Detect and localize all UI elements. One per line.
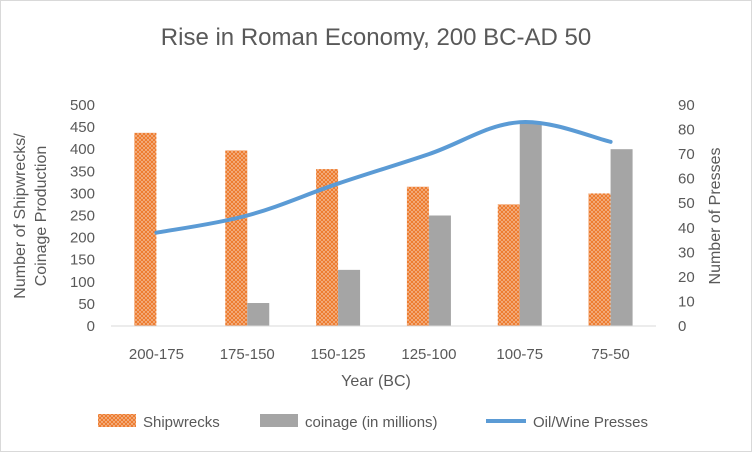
bar-series [134,122,633,327]
coinage-bar [610,149,633,326]
right-tick-label: 90 [678,97,695,114]
chart-title: Rise in Roman Economy, 200 BC-AD 50 [161,24,591,51]
y-axis-label-line-1: Number of Shipwrecks/ [12,133,29,299]
x-axis-ticks: 200-175 175-150 150-125 125-100 100-75 75-50 [129,346,630,363]
left-tick-label: 350 [70,163,95,180]
shipwrecks-bar [316,169,339,326]
legend-item-coinage: coinage (in millions) [260,414,438,431]
legend-label: Shipwrecks [143,414,220,431]
x-tick-label: 100-75 [496,346,543,363]
right-axis-ticks: 0 10 20 30 40 50 60 70 80 90 [678,97,695,335]
left-tick-label: 50 [78,296,95,313]
left-tick-label: 500 [70,97,95,114]
y2-axis-label: Number of Presses [707,148,724,285]
left-tick-label: 150 [70,252,95,269]
left-tick-label: 200 [70,230,95,247]
line-series [154,120,613,235]
legend-swatch [98,414,136,427]
x-tick-label: 150-125 [311,346,366,363]
left-axis-ticks: 0 50 100 150 200 250 300 350 400 450 500 [70,97,95,335]
x-tick-label: 125-100 [401,346,456,363]
legend-swatch [260,414,298,427]
legend: Shipwrecks coinage (in millions) Oil/Wine … [98,414,648,431]
left-tick-label: 0 [87,318,95,335]
y-axis-label-line-2: Coinage Production [33,146,50,287]
right-tick-label: 40 [678,220,695,237]
right-tick-label: 0 [678,318,686,335]
x-tick-label: 75-50 [591,346,629,363]
legend-item-presses: Oil/Wine Presses [486,414,648,431]
legend-label: coinage (in millions) [305,414,438,431]
shipwrecks-bar [406,186,429,326]
left-tick-label: 300 [70,185,95,202]
right-tick-label: 70 [678,146,695,163]
coinage-bar [247,303,270,326]
left-tick-label: 100 [70,274,95,291]
right-tick-label: 60 [678,171,695,188]
coinage-bar [519,122,542,327]
right-tick-label: 30 [678,244,695,261]
right-tick-label: 20 [678,269,695,286]
legend-label: Oil/Wine Presses [533,414,648,431]
shipwrecks-bar [588,193,611,326]
coinage-bar [338,269,361,326]
x-tick-label: 200-175 [129,346,184,363]
right-tick-label: 10 [678,293,695,310]
shipwrecks-bar [497,204,520,326]
x-axis-label: Year (BC) [341,373,411,390]
right-tick-label: 80 [678,122,695,139]
x-tick-label: 175-150 [220,346,275,363]
left-tick-label: 250 [70,208,95,225]
left-tick-label: 450 [70,119,95,136]
shipwrecks-bar [134,132,157,326]
left-tick-label: 400 [70,141,95,158]
presses-line [154,120,613,235]
coinage-bar [428,215,451,326]
legend-item-shipwrecks: Shipwrecks [98,414,220,431]
shipwrecks-bar [225,150,248,326]
right-tick-label: 50 [678,195,695,212]
